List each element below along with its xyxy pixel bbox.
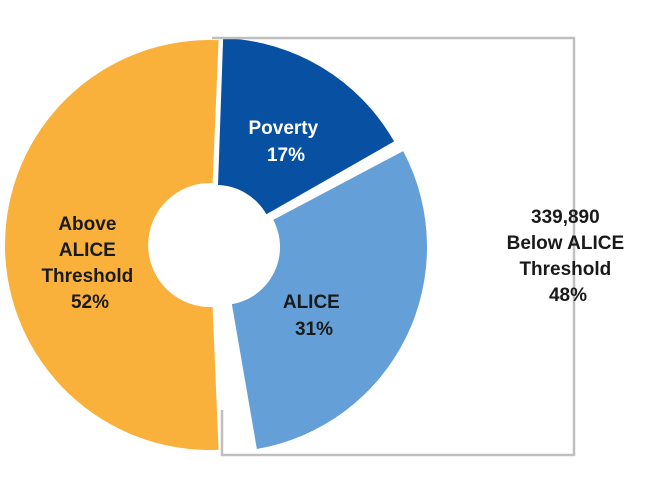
slice-alice <box>231 151 428 450</box>
slice-label-poverty: Poverty 17% <box>249 118 324 166</box>
below-alice-bracket <box>212 36 576 457</box>
below-alice-threshold-label: 339,890 Below ALICE Threshold 48% <box>507 207 630 306</box>
slice-label-above-alice-threshold: Above ALICE Threshold 52% <box>41 214 138 313</box>
slice-label-alice: ALICE 31% <box>283 292 345 340</box>
slice-above-alice-threshold <box>4 40 219 451</box>
slice-poverty <box>218 38 395 215</box>
